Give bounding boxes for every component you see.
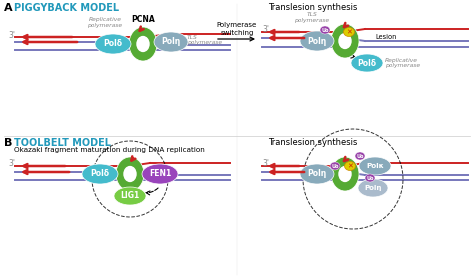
Text: TLS
polymerase: TLS polymerase — [187, 35, 222, 45]
Ellipse shape — [344, 28, 355, 37]
Text: Replicative
polymerase: Replicative polymerase — [385, 57, 420, 68]
Text: Polδ: Polδ — [91, 170, 109, 179]
Text: Ub: Ub — [356, 153, 364, 158]
Ellipse shape — [359, 157, 391, 175]
Ellipse shape — [142, 164, 178, 184]
Text: Polδ: Polδ — [357, 59, 376, 68]
Text: PIGGYBACK MODEL: PIGGYBACK MODEL — [14, 3, 119, 13]
Text: TOOLBELT MODEL: TOOLBELT MODEL — [14, 138, 111, 148]
Text: Polη: Polη — [365, 185, 382, 191]
Ellipse shape — [330, 162, 340, 170]
Ellipse shape — [351, 54, 383, 72]
Text: Translesion synthesis: Translesion synthesis — [268, 3, 357, 12]
Ellipse shape — [129, 27, 157, 61]
Text: 3': 3' — [262, 25, 269, 35]
Text: Ub: Ub — [321, 28, 329, 32]
Ellipse shape — [154, 32, 188, 52]
Text: Polη: Polη — [307, 37, 327, 45]
Text: Polη: Polη — [307, 170, 327, 179]
Text: Polδ: Polδ — [103, 40, 123, 49]
Text: 3': 3' — [8, 160, 15, 169]
Text: 3': 3' — [8, 30, 15, 40]
Ellipse shape — [116, 157, 144, 191]
Text: PCNA: PCNA — [131, 15, 155, 24]
Text: B: B — [4, 138, 12, 148]
Text: Okazaki fragment maturation during DNA replication: Okazaki fragment maturation during DNA r… — [14, 147, 205, 153]
Text: TLS
polymerase: TLS polymerase — [294, 12, 329, 23]
Ellipse shape — [338, 33, 352, 49]
Ellipse shape — [358, 179, 388, 197]
Ellipse shape — [338, 166, 352, 182]
Ellipse shape — [355, 152, 365, 160]
Ellipse shape — [331, 157, 359, 191]
Ellipse shape — [300, 31, 334, 51]
Text: A: A — [4, 3, 13, 13]
Text: Polκ: Polκ — [366, 163, 384, 169]
Text: ✕: ✕ — [347, 163, 353, 169]
Text: Ub: Ub — [366, 175, 374, 181]
Text: Replicative
polymerase: Replicative polymerase — [87, 17, 123, 28]
Ellipse shape — [137, 36, 150, 52]
Ellipse shape — [114, 187, 146, 205]
Ellipse shape — [365, 174, 375, 182]
Text: Translesion synthesis: Translesion synthesis — [268, 138, 357, 147]
Text: Ub: Ub — [331, 163, 339, 169]
Ellipse shape — [82, 164, 118, 184]
Text: LIG1: LIG1 — [120, 191, 140, 201]
Ellipse shape — [320, 26, 330, 34]
Ellipse shape — [331, 24, 359, 58]
Text: FEN1: FEN1 — [149, 170, 171, 179]
Text: 3': 3' — [262, 160, 269, 169]
Text: ✕: ✕ — [346, 29, 352, 35]
Text: Lesion: Lesion — [375, 34, 396, 40]
Ellipse shape — [95, 34, 131, 54]
Ellipse shape — [123, 166, 137, 182]
Ellipse shape — [300, 164, 334, 184]
Ellipse shape — [345, 162, 356, 170]
Text: Polη: Polη — [161, 37, 181, 47]
Text: Polymerase
switching: Polymerase switching — [217, 23, 257, 35]
